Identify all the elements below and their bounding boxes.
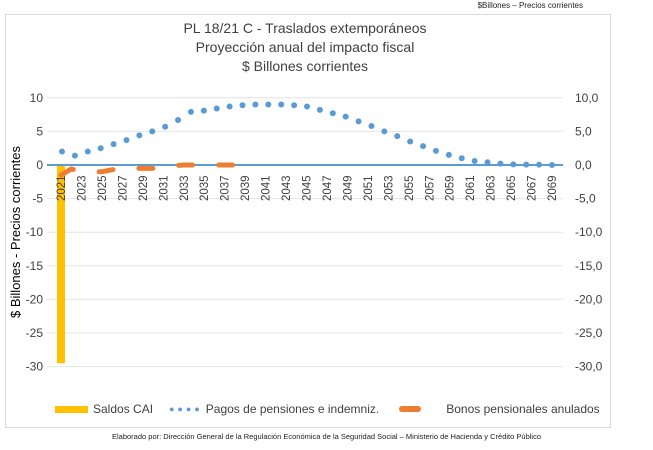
point-pagos-pensiones: [497, 160, 504, 167]
x-tick-label: 2033: [179, 175, 191, 201]
chart-unit-title: $ Billones corrientes: [241, 58, 369, 74]
point-pagos-pensiones: [71, 152, 78, 159]
x-tick-label: 2031: [158, 175, 170, 201]
point-pagos-pensiones: [407, 138, 414, 145]
point-pagos-pensiones: [458, 155, 465, 162]
point-pagos-pensiones: [381, 128, 388, 135]
y-axis-title: $ Billones - Precios corrientes: [8, 146, 23, 318]
x-tick-label: 2035: [199, 175, 211, 201]
point-pagos-pensiones: [187, 108, 194, 115]
point-pagos-pensiones: [110, 141, 117, 148]
point-pagos-pensiones: [265, 101, 272, 108]
point-pagos-pensiones: [445, 151, 452, 158]
point-pagos-pensiones: [252, 101, 259, 108]
point-pagos-pensiones: [136, 132, 143, 139]
point-pagos-pensiones: [329, 110, 336, 117]
point-pagos-pensiones: [536, 161, 543, 168]
x-tick-label: 2023: [76, 175, 88, 201]
chart-subtitle: Proyección anual del impacto fiscal: [195, 39, 415, 55]
y-tick-label: -30: [26, 360, 44, 374]
point-pagos-pensiones: [523, 161, 530, 168]
y2-tick-label: -30,0: [575, 360, 603, 374]
point-pagos-pensiones: [213, 105, 220, 112]
legend-swatch-pagos: ●●●●: [169, 404, 203, 414]
x-tick-label: 2055: [404, 175, 416, 201]
x-tick-label: 2027: [117, 175, 129, 201]
legend-label-saldos: Saldos CAI: [93, 402, 154, 416]
y2-tick-label: 10,0: [575, 91, 599, 105]
x-tick-label: 2067: [527, 175, 539, 201]
x-tick-label: 2063: [486, 175, 498, 201]
point-pagos-pensiones: [484, 159, 491, 166]
x-tick-label: 2053: [383, 175, 395, 201]
point-pagos-pensiones: [84, 148, 91, 155]
point-pagos-pensiones: [355, 118, 362, 125]
y2-tick-label: -5,0: [575, 192, 596, 206]
point-pagos-pensiones: [239, 102, 246, 109]
y-tick-label: -10: [26, 225, 44, 239]
point-pagos-pensiones: [549, 162, 555, 168]
y2-tick-label: -15,0: [575, 259, 603, 273]
x-tick-label: 2029: [138, 175, 150, 201]
x-tick-label: 2059: [445, 175, 457, 201]
point-pagos-pensiones: [278, 101, 285, 108]
point-pagos-pensiones: [368, 123, 375, 130]
point-pagos-pensiones: [97, 145, 104, 152]
point-pagos-pensiones: [291, 102, 298, 109]
point-pagos-pensiones: [226, 103, 233, 110]
y2-tick-label: -10,0: [575, 225, 603, 239]
point-pagos-pensiones: [162, 123, 169, 130]
chart-frame: [5, 14, 611, 428]
y2-tick-label: -25,0: [575, 326, 603, 340]
x-tick-label: 2065: [506, 175, 518, 201]
y-tick-label: 5: [36, 124, 43, 138]
point-pagos-pensiones: [432, 147, 439, 154]
point-pagos-pensiones: [175, 116, 182, 123]
y-tick-label: -20: [26, 292, 44, 306]
x-tick-label: 2025: [97, 175, 109, 201]
point-pagos-pensiones: [471, 157, 478, 164]
legend-swatch-saldos: [55, 405, 88, 413]
y-tick-label: -5: [32, 192, 43, 206]
y-tick-label: 10: [30, 91, 44, 105]
x-tick-label: 2069: [547, 175, 559, 201]
y-tick-label: -25: [26, 326, 44, 340]
point-pagos-pensiones: [420, 143, 427, 150]
y2-tick-label: 5,0: [575, 124, 592, 138]
point-pagos-pensiones: [342, 113, 349, 120]
legend: Saldos CAI ●●●● Pagos de pensiones e ind…: [55, 402, 600, 416]
y-tick-label: 0: [36, 158, 43, 172]
y-tick-label: -15: [26, 259, 44, 273]
bar-saldos-cai: [57, 165, 65, 364]
point-pagos-pensiones: [304, 103, 310, 110]
x-tick-label: 2047: [322, 175, 334, 201]
point-pagos-pensiones: [200, 107, 207, 114]
x-tick-label: 2057: [424, 175, 436, 201]
footer-credit: Elaborado por: Dirección General de la R…: [112, 432, 541, 441]
chart-title: PL 18/21 C - Traslados extemporáneos: [183, 20, 427, 36]
top-note: $Billones – Precios corrientes: [477, 1, 583, 10]
x-tick-label: 2043: [281, 175, 293, 201]
y2-tick-label: 0,0: [575, 158, 592, 172]
legend-label-pagos: Pagos de pensiones e indemniz.: [205, 402, 380, 416]
x-tick-label: 2039: [240, 175, 252, 201]
x-tick-label: 2061: [465, 175, 477, 201]
point-pagos-pensiones: [510, 161, 517, 168]
line-bonos-pensionales: [58, 162, 238, 178]
legend-label-bonos: Bonos pensionales anulados: [446, 402, 600, 416]
point-pagos-pensiones: [149, 128, 156, 135]
point-pagos-pensiones: [394, 133, 401, 140]
legend-swatch-bonos: [399, 406, 422, 412]
x-tick-label: 2045: [302, 175, 314, 201]
point-pagos-pensiones: [59, 148, 65, 155]
x-tick-label: 2021: [56, 175, 68, 201]
point-pagos-pensiones: [123, 137, 130, 144]
y2-tick-label: -20,0: [575, 292, 603, 306]
x-tick-label: 2037: [220, 175, 232, 201]
x-tick-label: 2051: [363, 175, 375, 201]
x-tick-label: 2049: [342, 175, 354, 201]
point-pagos-pensiones: [316, 106, 323, 113]
x-tick-label: 2041: [261, 175, 273, 201]
